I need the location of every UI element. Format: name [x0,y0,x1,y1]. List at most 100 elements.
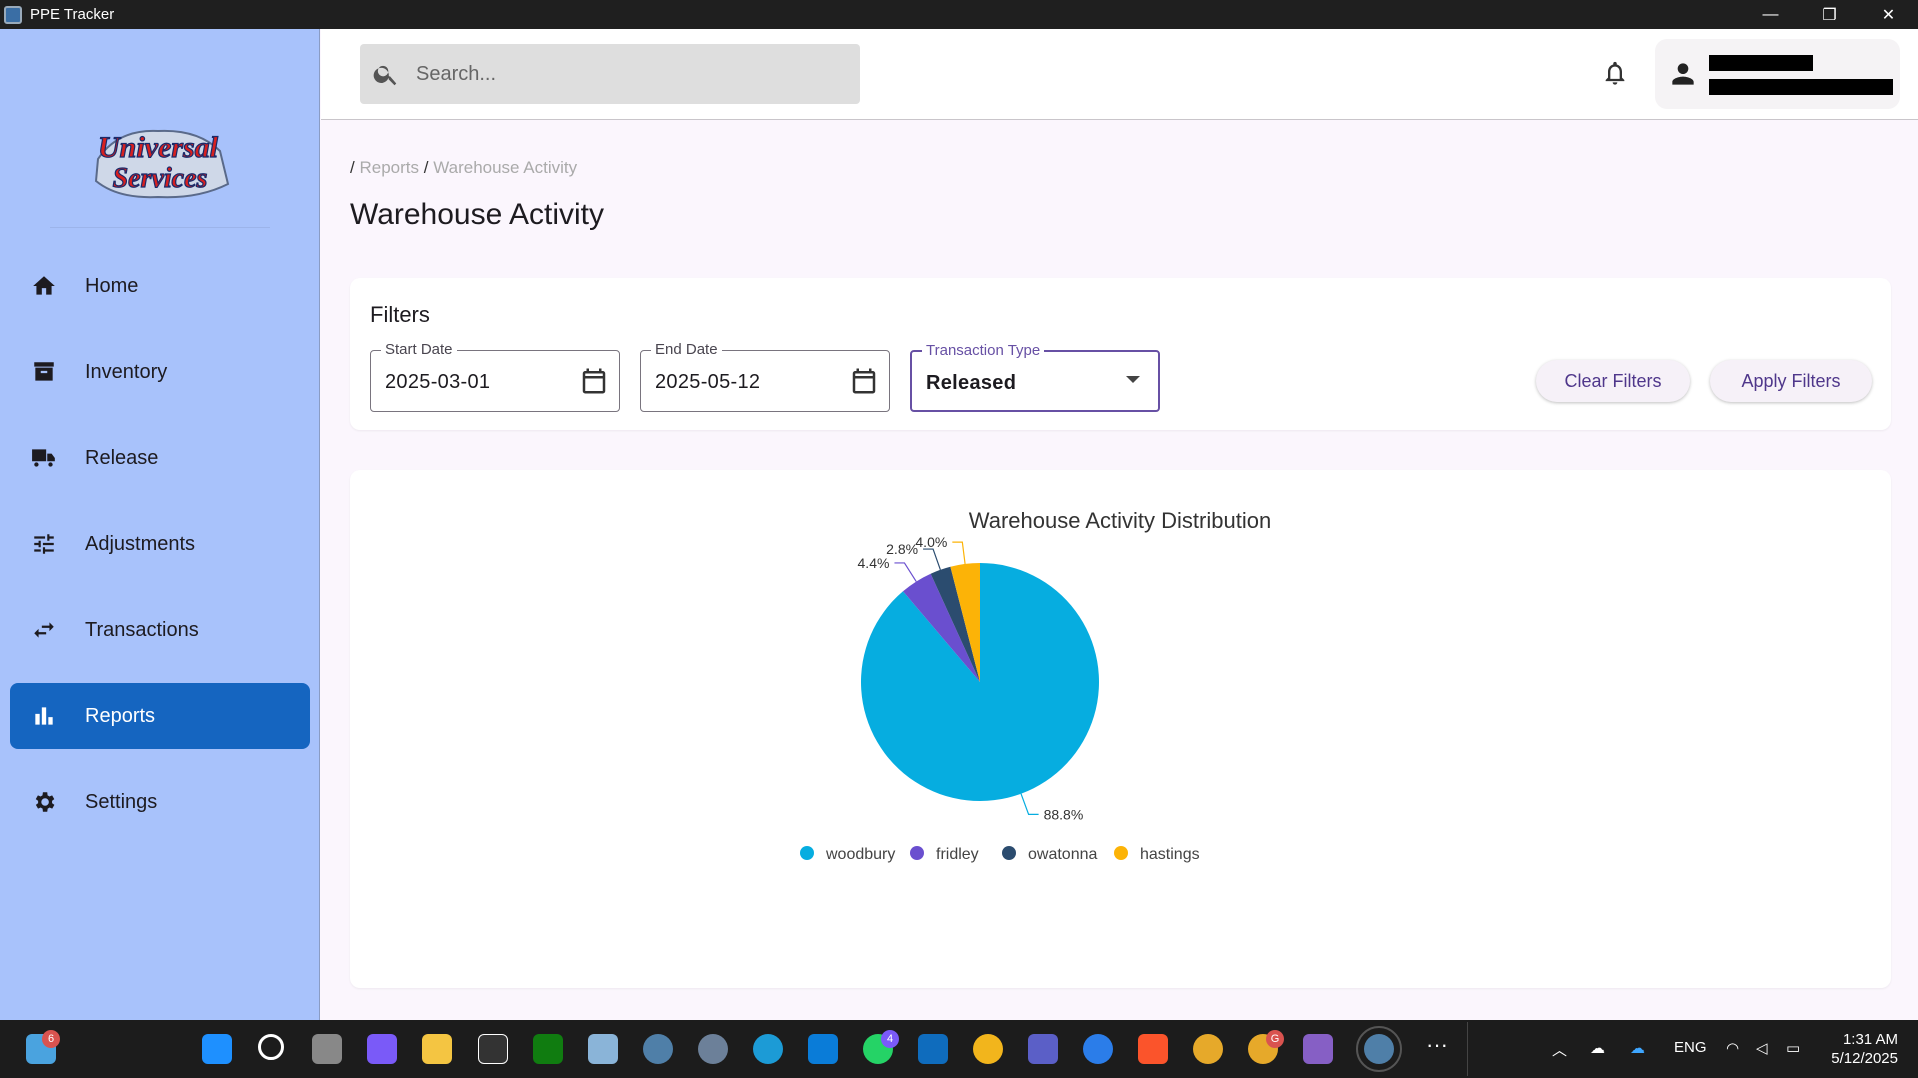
app-store-icon[interactable] [1083,1034,1113,1064]
gear-icon [30,788,58,816]
copilot-icon[interactable] [367,1034,397,1064]
transaction-type-select[interactable]: Transaction Type Released [910,342,1160,412]
battery-icon[interactable]: ▭ [1786,1040,1801,1057]
visual-studio-icon[interactable] [1303,1034,1333,1064]
edge-icon[interactable] [753,1034,783,1064]
pie-data-label: 2.8% [886,541,918,557]
maximize-button[interactable]: ❐ [1822,6,1837,24]
settings-icon[interactable] [698,1034,728,1064]
sidebar-item-label: Release [85,446,159,469]
minimize-button[interactable]: — [1762,5,1779,23]
ppe-tracker-icon[interactable] [643,1034,673,1064]
sidebar-item-label: Transactions [85,618,199,641]
legend-marker [1002,846,1016,860]
windows-start-icon[interactable] [202,1034,232,1064]
search-input[interactable] [416,62,816,86]
epic-games-icon[interactable] [478,1034,508,1064]
sidebar-item-home[interactable]: Home [10,253,310,319]
calendar-icon[interactable] [579,366,609,396]
sidebar-item-reports[interactable]: Reports [10,683,310,749]
chevron-up-icon[interactable]: ︿ [1552,1042,1568,1059]
sidebar-item-label: Inventory [85,360,168,383]
chevron-down-icon [1126,376,1140,383]
transaction-type-value: Released [926,372,1017,394]
sidebar: Universal Services Home Inventory Releas… [0,29,320,1020]
wifi-icon[interactable]: ◠ [1726,1040,1740,1057]
sidebar-item-label: Settings [85,790,158,813]
sidebar-item-transactions[interactable]: Transactions [10,597,310,663]
company-logo: Universal Services [78,89,238,209]
legend-item-fridley[interactable]: fridley [910,846,979,863]
more-icon[interactable]: ··· [1426,1032,1448,1057]
file-explorer-icon[interactable] [422,1034,452,1064]
archive-icon [30,358,58,386]
sidebar-nav: Home Inventory Release Adjustments Trans… [10,253,310,855]
task-view-icon[interactable] [312,1034,342,1064]
volume-icon[interactable]: ◁ [1756,1040,1768,1057]
onedrive-icon[interactable]: ☁ [1630,1040,1645,1057]
sidebar-item-label: Home [85,274,139,297]
user-icon [1667,58,1699,90]
pie-label-line [894,562,917,582]
top-app-bar [321,29,1918,120]
sidebar-item-release[interactable]: Release [10,425,310,491]
svg-text:Universal: Universal [98,131,219,164]
vscode-icon[interactable] [808,1034,838,1064]
legend-marker [1114,846,1128,860]
bar-chart-icon [30,702,58,730]
search-box[interactable] [360,44,860,104]
language-indicator[interactable]: ENG [1674,1039,1707,1056]
legend-label: woodbury [825,846,895,863]
chrome-icon[interactable] [973,1034,1003,1064]
bell-icon [1605,61,1625,85]
pie-chart: Warehouse Activity Distribution 88.8% 4.4… [800,508,1271,863]
chrome-profile-icon[interactable] [1193,1034,1223,1064]
search-icon[interactable] [258,1034,284,1060]
breadcrumb-reports[interactable]: Reports [359,158,419,177]
brave-icon[interactable] [1138,1034,1168,1064]
tune-icon [30,530,58,558]
resource-monitor-icon[interactable] [588,1034,618,1064]
pie-slice-fridley[interactable] [903,573,980,682]
ppe-tracker-active-icon[interactable] [1356,1026,1402,1072]
start-date-value: 2025-03-01 [385,371,491,393]
truck-icon [30,444,58,472]
legend-label: hastings [1140,846,1200,863]
legend-label: owatonna [1028,846,1097,863]
pie-slice-hastings[interactable] [950,563,980,682]
xbox-icon[interactable] [533,1034,563,1064]
notifications-button[interactable] [1601,59,1631,89]
page-title: Warehouse Activity [350,198,604,231]
start-date-field[interactable]: Start Date 2025-03-01 [370,341,620,412]
legend-item-hastings[interactable]: hastings [1114,846,1200,863]
outlook-icon[interactable] [918,1034,948,1064]
legend-item-woodbury[interactable]: woodbury [800,846,895,863]
breadcrumb-warehouse-activity: Warehouse Activity [433,158,578,177]
pie-data-label: 4.4% [858,555,890,571]
clear-filters-button[interactable]: Clear Filters [1536,360,1690,402]
sidebar-item-label: Reports [85,704,156,727]
window-title: PPE Tracker [30,6,115,23]
pie-data-label: 88.8% [1044,806,1084,822]
transaction-type-label: Transaction Type [922,342,1045,359]
sidebar-item-settings[interactable]: Settings [10,769,310,835]
cloud-icon[interactable]: ☁ [1590,1040,1605,1057]
sidebar-item-inventory[interactable]: Inventory [10,339,310,405]
system-clock[interactable]: 1:31 AM 5/12/2025 [1831,1030,1898,1068]
window-title-bar: PPE Tracker — ❐ ✕ [0,0,1918,29]
breadcrumb: / Reports / Warehouse Activity [350,158,578,177]
apply-filters-button[interactable]: Apply Filters [1710,360,1872,402]
chart-title: Warehouse Activity Distribution [969,508,1271,533]
end-date-field[interactable]: End Date 2025-05-12 [640,341,890,412]
sidebar-item-adjustments[interactable]: Adjustments [10,511,310,577]
pie-slice-woodbury[interactable] [861,563,1100,801]
start-date-label: Start Date [381,341,457,358]
teams-icon[interactable] [1028,1034,1058,1064]
windows-taskbar: 6 4 G ··· ︿ ☁ ☁ ENG ◠ ◁ ▭ 1:31 AM 5/12/2… [0,1020,1918,1078]
pie-slice-owatonna[interactable] [930,566,980,682]
close-button[interactable]: ✕ [1881,6,1896,24]
legend-item-owatonna[interactable]: owatonna [1002,846,1097,863]
user-profile-chip[interactable] [1655,39,1900,109]
pie-data-label: 4.0% [915,534,947,550]
calendar-icon[interactable] [849,366,879,396]
